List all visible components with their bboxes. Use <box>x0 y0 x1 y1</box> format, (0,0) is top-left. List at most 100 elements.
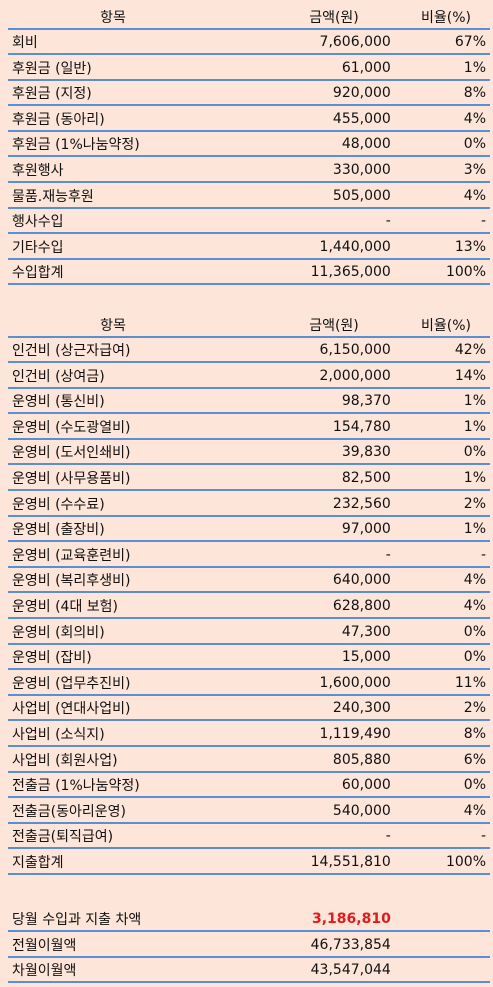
cell-ratio: 2% <box>463 699 487 716</box>
cell-ratio: 67% <box>454 33 487 50</box>
cell-amount: 2,000,000 <box>319 367 391 384</box>
cell-ratio: 1% <box>463 469 487 486</box>
cell-ratio: 8% <box>463 84 487 101</box>
cell-item: 후원금 (동아리) <box>12 111 105 128</box>
cell-item: 인건비 (상근자급여) <box>12 342 131 359</box>
cell-ratio: 14% <box>454 367 487 384</box>
cell-ratio: 1% <box>463 520 487 537</box>
expense-row: 전출금(동아리운영) 540,000 4% <box>8 799 490 824</box>
cell-amount: 1,119,490 <box>319 725 391 742</box>
header-ratio: 비율(%) <box>421 9 471 26</box>
cell-ratio: 4% <box>463 571 487 588</box>
header-ratio: 비율(%) <box>421 317 471 334</box>
cell-amount: 61,000 <box>341 59 391 76</box>
cell-item: 기타수입 <box>12 239 64 256</box>
cell-item: 운영비 (복리후생비) <box>12 572 131 589</box>
cell-item: 운영비 (4대 보험) <box>12 598 119 615</box>
expense-row: 전출금(퇴직급여) - - <box>8 824 490 849</box>
cell-amount: 15,000 <box>341 648 391 665</box>
expense-row: 운영비 (복리후생비) 640,000 4% <box>8 568 490 593</box>
cell-item: 사업비 (회원사업) <box>12 752 118 769</box>
cell-ratio: - <box>480 212 487 229</box>
cell-item: 사업비 (소식지) <box>12 726 105 743</box>
header-amount: 금액(원) <box>309 317 359 334</box>
income-row: 회비 7,606,000 67% <box>8 30 490 55</box>
expense-row: 운영비 (4대 보험) 628,800 4% <box>8 594 490 619</box>
expense-row: 운영비 (사무용품비) 82,500 1% <box>8 466 490 491</box>
cell-ratio: 1% <box>463 418 487 435</box>
cell-amount: 232,560 <box>332 495 391 512</box>
expense-row: 운영비 (통신비) 98,370 1% <box>8 389 490 414</box>
cell-amount: 82,500 <box>341 469 391 486</box>
cell-item: 지출합계 <box>12 854 64 871</box>
expense-row: 인건비 (상근자급여) 6,150,000 42% <box>8 338 490 363</box>
cell-item: 전출금(동아리운영) <box>12 803 126 820</box>
header-amount: 금액(원) <box>309 9 359 26</box>
cell-amount: 60,000 <box>341 776 391 793</box>
cell-amount: 6,150,000 <box>319 341 391 358</box>
cell-amount: 48,000 <box>341 135 391 152</box>
cell-amount: 98,370 <box>341 392 391 409</box>
expense-row: 운영비 (수수료) 232,560 2% <box>8 492 490 517</box>
cell-item: 인건비 (상여금) <box>12 368 105 385</box>
cell-ratio: 0% <box>463 443 487 460</box>
cell-item: 전출금 (1%나눔약정) <box>12 777 140 794</box>
expense-row: 운영비 (업무추진비) 1,600,000 11% <box>8 671 490 696</box>
cell-ratio: - <box>480 546 487 563</box>
cell-amount: 47,300 <box>341 623 391 640</box>
cell-item: 운영비 (수도광열비) <box>12 419 131 436</box>
cell-item: 운영비 (교육훈련비) <box>12 547 131 564</box>
cell-item: 물품.재능후원 <box>12 188 94 205</box>
cell-item: 운영비 (회의비) <box>12 624 105 641</box>
expense-row: 전출금 (1%나눔약정) 60,000 0% <box>8 773 490 798</box>
cell-amount: 920,000 <box>332 84 391 101</box>
cell-item: 후원금 (일반) <box>12 60 92 77</box>
cell-ratio: 0% <box>463 648 487 665</box>
cell-item: 운영비 (통신비) <box>12 393 105 410</box>
expense-row: 운영비 (교육훈련비) - - <box>8 543 490 568</box>
cell-item: 운영비 (수수료) <box>12 496 105 513</box>
expense-row: 지출합계 14,551,810 100% <box>8 850 490 875</box>
cell-ratio: - <box>480 827 487 844</box>
header-item: 항목 <box>100 317 126 334</box>
cell-ratio: 4% <box>463 597 487 614</box>
cell-item: 행사수입 <box>12 213 64 230</box>
header-item: 항목 <box>100 9 126 26</box>
cell-item: 후원행사 <box>12 162 64 179</box>
cell-item: 차월이월액 <box>12 962 77 979</box>
cell-amount: 540,000 <box>332 802 391 819</box>
cell-amount: 14,551,810 <box>310 853 391 870</box>
cell-ratio: 100% <box>445 263 487 280</box>
cell-ratio: 0% <box>463 623 487 640</box>
cell-ratio: 4% <box>463 802 487 819</box>
expense-row: 운영비 (출장비) 97,000 1% <box>8 517 490 542</box>
cell-item: 당월 수입과 지출 차액 <box>12 911 142 928</box>
cell-amount: - <box>385 212 391 229</box>
summary-row: 차월이월액 43,547,044 <box>8 958 490 983</box>
cell-amount: 1,440,000 <box>319 238 391 255</box>
cell-amount: 455,000 <box>332 110 391 127</box>
cell-item: 운영비 (잡비) <box>12 649 92 666</box>
cell-item: 후원금 (1%나눔약정) <box>12 136 140 153</box>
cell-amount: 39,830 <box>341 443 391 460</box>
cell-amount: 240,300 <box>332 699 391 716</box>
cell-amount: 154,780 <box>332 418 391 435</box>
cell-amount: 46,733,854 <box>310 936 391 953</box>
income-row: 수입합계 11,365,000 100% <box>8 260 490 285</box>
expense-row: 운영비 (회의비) 47,300 0% <box>8 620 490 645</box>
expense-row: 운영비 (수도광열비) 154,780 1% <box>8 415 490 440</box>
income-row: 후원금 (동아리) 455,000 4% <box>8 107 490 132</box>
cell-item: 운영비 (도서인쇄비) <box>12 444 131 461</box>
cell-item: 수입합계 <box>12 264 64 281</box>
cell-ratio: 3% <box>463 161 487 178</box>
cell-ratio: 13% <box>454 238 487 255</box>
income-row: 후원금 (지정) 920,000 8% <box>8 81 490 106</box>
cell-item: 회비 <box>12 34 38 51</box>
cell-amount: 505,000 <box>332 187 391 204</box>
cell-item: 운영비 (사무용품비) <box>12 470 131 487</box>
expense-row: 사업비 (소식지) 1,119,490 8% <box>8 722 490 747</box>
cell-ratio: 4% <box>463 110 487 127</box>
cell-item: 사업비 (연대사업비) <box>12 700 131 717</box>
cell-amount: 43,547,044 <box>310 961 391 978</box>
